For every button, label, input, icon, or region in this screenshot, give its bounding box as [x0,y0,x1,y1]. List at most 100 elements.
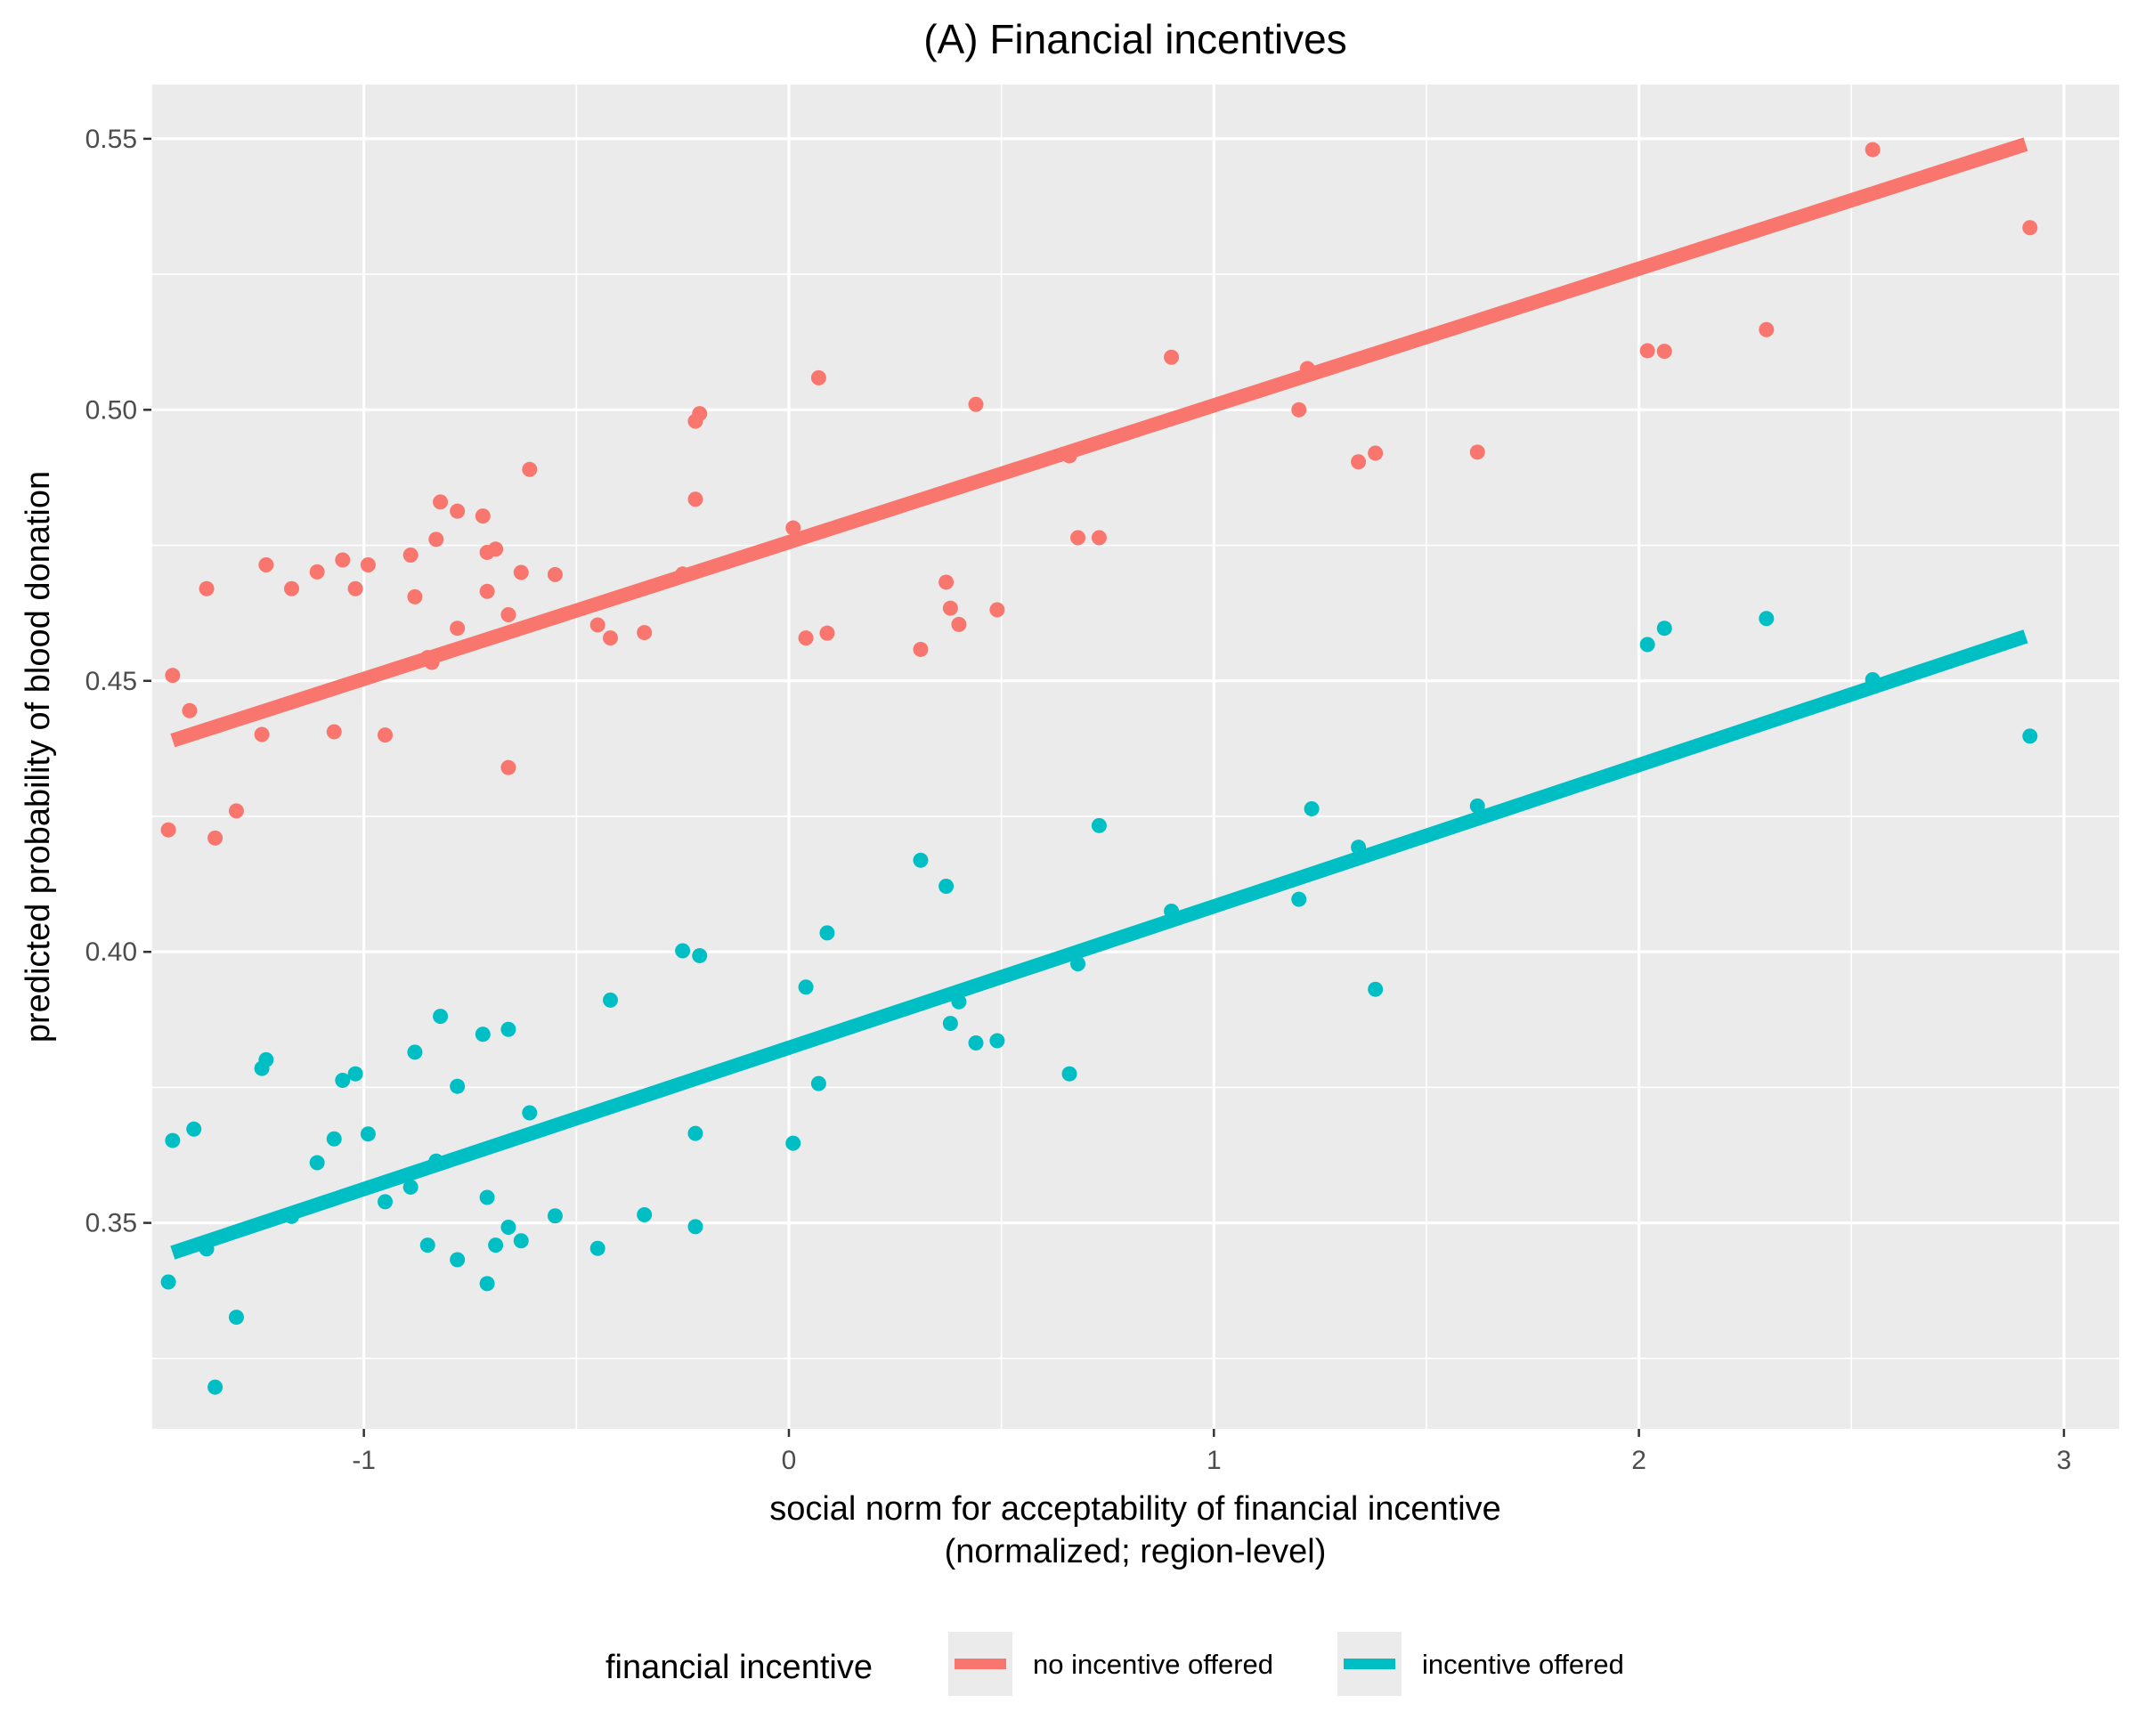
point-no-incentive [500,759,516,775]
point-incentive [428,1153,444,1169]
point-no-incentive [513,564,529,580]
point-no-incentive [968,396,984,412]
point-no-incentive [1061,448,1077,464]
point-incentive [450,1252,466,1268]
fit-line-no-incentive [170,137,2028,748]
point-no-incentive [785,520,801,536]
point-incentive [450,1078,466,1094]
point-no-incentive [637,625,653,641]
point-incentive [258,1051,274,1067]
fit-lines [170,137,2028,1260]
point-no-incentive [479,583,495,599]
point-no-incentive [1368,445,1384,461]
point-no-incentive [675,566,691,582]
point-incentive [687,1125,703,1141]
point-no-incentive [1091,530,1107,546]
legend-label-incentive: incentive offered [1422,1649,1624,1680]
point-no-incentive [547,566,563,582]
legend-item-no-incentive: no incentive offered [948,1632,1273,1696]
x-tick-label: 3 [2057,1446,2072,1475]
grid-major [151,85,2119,1429]
point-incentive [989,1033,1005,1049]
point-no-incentive [1291,402,1307,418]
point-incentive [1865,672,1881,688]
point-incentive [419,1237,435,1253]
fit-line-incentive [170,629,2028,1260]
point-incentive [199,1241,215,1257]
point-incentive [1469,798,1485,814]
point-no-incentive [2022,220,2038,236]
point-incentive [522,1105,538,1121]
point-no-incentive [450,621,466,637]
x-axis-title-line-1: social norm for acceptability of financi… [769,1490,1501,1528]
point-incentive [1351,840,1367,856]
point-incentive [309,1155,325,1171]
point-no-incentive [1469,444,1485,460]
point-incentive [603,992,619,1008]
point-no-incentive [228,803,244,819]
point-incentive [913,852,929,868]
point-incentive [589,1240,605,1256]
point-incentive [378,1194,394,1210]
point-no-incentive [798,630,814,646]
y-tick-label: 0.35 [85,1209,137,1238]
legend: financial incentive no incentive offered… [605,1632,1624,1696]
point-incentive [1164,904,1180,920]
point-incentive [500,1021,516,1037]
point-no-incentive [165,668,181,684]
point-no-incentive [488,541,504,557]
x-tick-label: -1 [352,1446,376,1475]
point-incentive [326,1131,342,1147]
point-incentive [675,943,691,959]
point-incentive [637,1206,653,1222]
point-no-incentive [407,588,423,604]
point-no-incentive [989,602,1005,618]
point-no-incentive [1070,530,1086,546]
point-no-incentive [326,724,342,740]
point-incentive [1759,611,1775,627]
point-incentive [547,1208,563,1224]
y-tick-label: 0.40 [85,937,137,967]
point-no-incentive [335,552,351,568]
point-incentive [1070,956,1086,972]
point-incentive [402,1179,418,1195]
point-no-incentive [522,461,538,477]
point-incentive [1656,621,1672,637]
legend-title: financial incentive [605,1649,873,1686]
point-no-incentive [258,556,274,572]
point-no-incentive [450,503,466,519]
point-no-incentive [378,727,394,743]
point-no-incentive [1865,142,1881,158]
point-no-incentive [942,600,958,616]
point-no-incentive [913,641,929,657]
point-incentive [810,1075,826,1091]
point-incentive [335,1072,351,1088]
point-incentive [1091,817,1107,833]
point-no-incentive [428,531,444,548]
point-no-incentive [500,606,516,622]
point-incentive [479,1276,495,1292]
point-no-incentive [402,548,418,563]
grid-minor [150,85,2119,1429]
legend-item-incentive: incentive offered [1337,1632,1624,1696]
point-no-incentive [951,616,967,632]
point-incentive [433,1009,449,1025]
point-no-incentive [810,369,826,385]
point-no-incentive [309,564,325,580]
y-tick-label: 0.50 [85,395,137,425]
y-axis-title: predicted probability of blood donation [20,471,57,1042]
point-no-incentive [424,654,440,670]
point-no-incentive [360,556,376,572]
x-axis-title-line-2: (normalized; region-level) [945,1533,1327,1570]
point-no-incentive [603,630,619,646]
point-no-incentive [284,580,300,596]
point-incentive [798,979,814,995]
point-no-incentive [199,580,215,596]
point-incentive [1061,1066,1077,1082]
point-no-incentive [433,494,449,510]
point-no-incentive [182,702,198,718]
point-no-incentive [692,406,708,422]
point-no-incentive [160,822,176,838]
point-incentive [475,1026,491,1042]
